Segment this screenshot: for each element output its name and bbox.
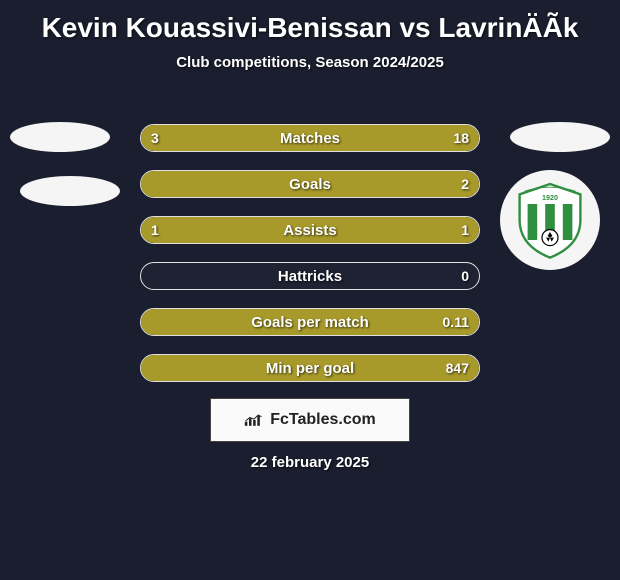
player2-avatar-placeholder bbox=[510, 122, 610, 152]
source-badge: FcTables.com bbox=[210, 398, 410, 442]
player2-club-badge: 1920 bbox=[500, 170, 600, 270]
date-label: 22 february 2025 bbox=[0, 454, 620, 471]
stat-row: Matches3 18 bbox=[140, 124, 480, 152]
stat-label: Hattricks bbox=[141, 263, 479, 289]
chart-icon bbox=[244, 413, 264, 427]
shield-icon: 1920 bbox=[510, 180, 590, 260]
player1-avatar-placeholder bbox=[10, 122, 110, 152]
page-title: Kevin Kouassivi-Benissan vs LavrinÄÃ­k bbox=[0, 0, 620, 44]
stat-value-right: 2 bbox=[461, 171, 469, 197]
stat-value-right: 18 bbox=[453, 125, 469, 151]
stat-label: Goals bbox=[141, 171, 479, 197]
stat-row: Hattricks0 bbox=[140, 262, 480, 290]
stat-value-right: 847 bbox=[446, 355, 469, 381]
subtitle: Club competitions, Season 2024/2025 bbox=[0, 54, 620, 71]
stat-value-right: 1 bbox=[461, 217, 469, 243]
stat-row: Min per goal847 bbox=[140, 354, 480, 382]
stat-row: Assists1 1 bbox=[140, 216, 480, 244]
stat-row: Goals2 bbox=[140, 170, 480, 198]
stat-value-left: 1 bbox=[151, 217, 159, 243]
stat-label: Matches bbox=[141, 125, 479, 151]
stat-row: Goals per match0.11 bbox=[140, 308, 480, 336]
comparison-bars: Matches3 18 Goals2 Assists1 1 Hattricks0 Goals… bbox=[140, 124, 480, 400]
stat-label: Goals per match bbox=[141, 309, 479, 335]
svg-text:1920: 1920 bbox=[542, 193, 558, 202]
stat-value-right: 0.11 bbox=[443, 309, 469, 335]
stat-label: Assists bbox=[141, 217, 479, 243]
source-label: FcTables.com bbox=[270, 411, 376, 429]
player1-club-placeholder bbox=[20, 176, 120, 206]
stat-value-right: 0 bbox=[461, 263, 469, 289]
stat-label: Min per goal bbox=[141, 355, 479, 381]
stat-value-left: 3 bbox=[151, 125, 159, 151]
